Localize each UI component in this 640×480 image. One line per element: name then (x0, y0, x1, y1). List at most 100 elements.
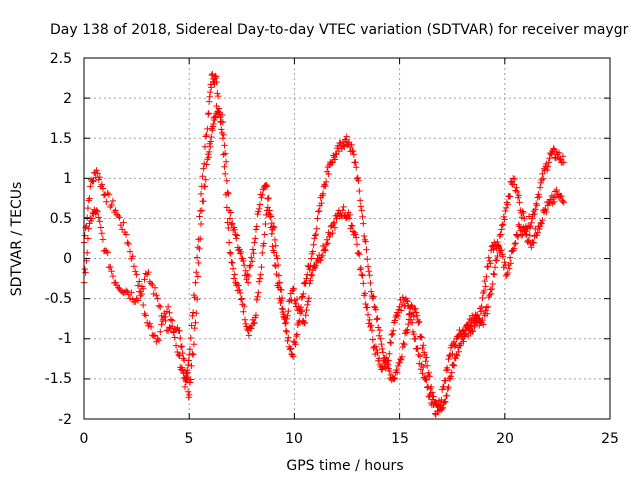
data-point-track-b (322, 247, 329, 254)
data-point-track-b (308, 271, 315, 278)
x-tick-label: 0 (80, 431, 89, 447)
data-point-track-a (197, 207, 204, 215)
data-point-track-a (372, 306, 380, 313)
data-point-track-b (210, 120, 217, 128)
data-point-track-a (506, 193, 514, 200)
data-point-track-a (83, 214, 91, 221)
data-point-track-b (514, 233, 522, 241)
y-axis-label: SDTVAR / TECUs (9, 182, 25, 297)
data-point-track-b (155, 302, 163, 309)
data-point-track-a (164, 303, 172, 310)
data-point-track-b (375, 355, 383, 362)
data-point-track-b (240, 257, 247, 265)
data-point-track-a (396, 359, 403, 367)
data-point-track-a (502, 204, 510, 212)
data-point-track-a (260, 240, 268, 247)
data-point-track-a (401, 341, 408, 348)
data-point-track-a (512, 187, 519, 194)
data-point-track-b (290, 285, 298, 293)
data-point-track-b (278, 305, 286, 312)
data-point-track-b (298, 308, 305, 315)
data-point-track-a (214, 90, 221, 97)
data-point-track-a (218, 126, 225, 133)
data-point-track-b (471, 323, 478, 331)
data-point-track-b (424, 383, 432, 390)
data-point-track-b (474, 315, 481, 323)
data-point-track-a (187, 334, 194, 342)
data-point-track-a (550, 145, 557, 152)
data-point-track-b (247, 262, 254, 269)
data-point-track-b (409, 319, 416, 326)
data-point-track-b (265, 194, 272, 202)
data-point-track-b (536, 225, 543, 233)
data-point-track-a (386, 367, 393, 375)
data-point-track-b (248, 254, 255, 261)
data-point-track-b (237, 248, 245, 256)
data-point-track-a (103, 198, 110, 205)
data-point-track-b (543, 208, 550, 216)
data-point-track-a (403, 329, 410, 336)
data-point-track-b (96, 218, 103, 225)
data-point-track-b (360, 280, 367, 287)
data-point-track-a (554, 151, 561, 158)
data-point-track-b (282, 319, 290, 326)
data-point-track-b (473, 319, 481, 327)
data-point-track-b (202, 176, 209, 183)
data-point-track-b (154, 295, 161, 302)
data-point-track-a (494, 252, 501, 260)
data-point-track-a (480, 321, 487, 328)
data-point-track-b (438, 396, 445, 404)
data-point-track-b (272, 262, 279, 270)
data-point-track-b (422, 376, 429, 383)
data-point-track-b (429, 396, 436, 403)
data-point-track-a (415, 319, 422, 326)
data-points (80, 70, 567, 418)
data-point-track-b (364, 311, 372, 318)
data-point-track-a (502, 207, 509, 215)
data-point-track-a (391, 374, 399, 382)
data-point-track-a (245, 332, 253, 339)
data-point-track-a (193, 269, 200, 276)
data-point-track-b (452, 341, 459, 349)
data-point-track-b (369, 336, 376, 343)
data-point-track-a (489, 280, 496, 288)
data-point-track-b (232, 231, 239, 238)
data-point-track-a (298, 294, 305, 301)
data-point-track-b (244, 271, 251, 278)
data-point-track-a (378, 340, 385, 348)
x-tick-label: 15 (391, 431, 409, 447)
data-point-track-b (192, 319, 199, 326)
data-point-track-b (263, 183, 271, 190)
data-point-track-b (194, 273, 202, 280)
data-point-track-b (243, 276, 250, 283)
data-point-track-a (450, 362, 458, 369)
data-point-track-b (510, 245, 518, 252)
data-point-track-b (274, 280, 282, 287)
data-point-track-a (150, 332, 157, 340)
data-point-track-a (520, 209, 527, 217)
data-point-track-b (389, 330, 396, 338)
data-point-track-a (364, 263, 372, 270)
data-point-track-a (105, 191, 113, 198)
data-point-track-a (466, 315, 474, 323)
data-point-track-a (360, 220, 367, 227)
data-point-track-a (130, 263, 138, 270)
data-point-track-b (242, 267, 249, 275)
data-point-track-b (186, 391, 193, 399)
data-point-track-b (284, 312, 291, 319)
data-point-track-a (129, 253, 136, 260)
data-point-track-a (527, 222, 534, 230)
data-point-track-a (151, 332, 159, 339)
data-point-track-b (528, 244, 535, 251)
data-point-track-a (422, 358, 429, 365)
data-point-track-b (250, 250, 257, 257)
data-point-track-b (205, 154, 212, 161)
data-point-track-a (398, 353, 406, 361)
y-tick-labels: 2.5 2 1.5 1 0.5 0 -0.5 -1 -1.5 -2 (45, 51, 72, 428)
y-tick-label: 1.5 (50, 131, 72, 147)
data-point-track-a (356, 187, 363, 195)
data-point-track-a (282, 327, 290, 334)
data-point-track-b (233, 232, 241, 239)
data-point-track-b (483, 273, 490, 280)
